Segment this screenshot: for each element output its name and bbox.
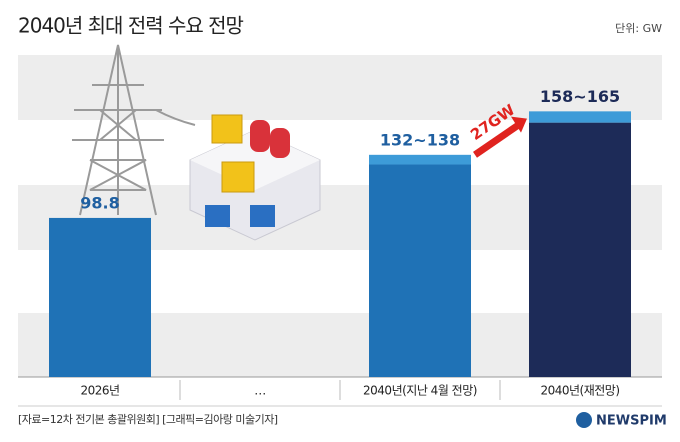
x-tick-label: 2026년: [80, 384, 119, 398]
logo-mark: [576, 412, 592, 428]
bar: [369, 164, 471, 377]
chart-title: 2040년 최대 전력 수요 전망: [18, 14, 244, 38]
annotation-arrowhead: [511, 116, 527, 133]
bar: [529, 122, 631, 378]
box: [211, 114, 243, 144]
x-tick-label: …: [254, 384, 266, 398]
window: [250, 205, 275, 227]
data-label: 132~138: [380, 130, 460, 149]
pylon-arms: [72, 109, 196, 141]
data-label: 158~165: [540, 87, 620, 106]
x-tick-label: 2040년(재전망): [540, 384, 619, 398]
tank: [250, 120, 270, 152]
unit-label: 단위: GW: [615, 22, 662, 35]
source: [자료=12차 전기본 총괄위원회] [그래픽=김아랑 미술기자]: [18, 413, 278, 426]
x-tick-label: 2040년(지난 4월 전망): [363, 384, 477, 398]
bar-range: [369, 154, 471, 165]
pylon: [72, 44, 196, 216]
logo: NEWSPIM: [596, 414, 667, 429]
window: [205, 205, 230, 227]
bar: [49, 217, 151, 377]
annotation-arrow: [473, 121, 521, 158]
illustration: [72, 44, 321, 241]
box: [221, 161, 255, 193]
bar-range: [529, 111, 631, 123]
tank: [270, 128, 290, 158]
building: [189, 114, 321, 241]
data-label: 98.8: [80, 193, 119, 212]
